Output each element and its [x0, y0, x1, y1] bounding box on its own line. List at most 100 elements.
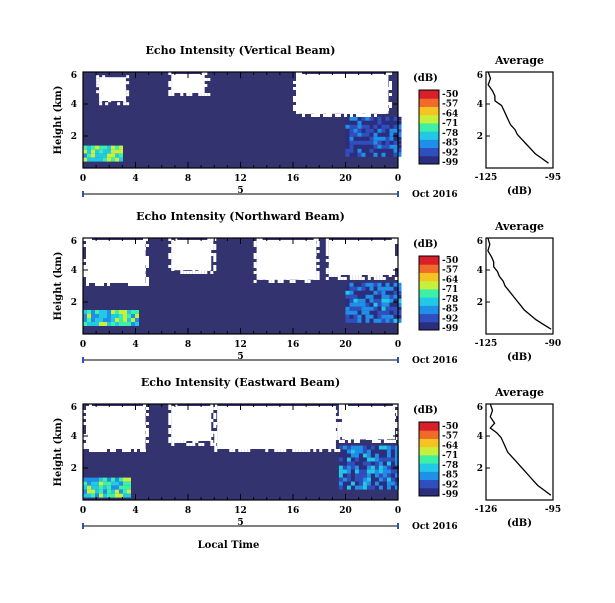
date-label: Oct 2016 [412, 522, 458, 532]
colorbar-segment [419, 321, 439, 331]
y-tick-label: 4 [71, 266, 77, 276]
colorbar-segment [419, 463, 439, 472]
no-data-region [83, 404, 149, 452]
panel-title: Echo Intensity (Eastward Beam) [141, 376, 340, 389]
y-tick-label: 4 [71, 432, 77, 442]
profile-y-tick-label: 6 [477, 71, 483, 81]
colorbar-unit: (dB) [413, 73, 438, 84]
colorbar-tick-label: -71 [442, 285, 458, 295]
x-tick-label: 0 [395, 174, 401, 184]
profile-title: Average [494, 386, 544, 399]
profile-x-tick-label: -95 [545, 505, 561, 515]
heatmap-2 [83, 238, 402, 334]
colorbar-segment [419, 280, 439, 290]
strong-echo-region [338, 445, 399, 490]
x-tick-label: 16 [287, 340, 300, 350]
profile-title: Average [494, 54, 544, 67]
profile-title: Average [494, 220, 544, 233]
profile-x-tick-label: -125 [475, 339, 498, 349]
colorbar-tick-label: -92 [442, 148, 458, 158]
colorbar-tick-label: -99 [442, 490, 458, 500]
profile-y-tick-label: 4 [477, 100, 483, 110]
colorbar: -50-57-64-71-78-85-92-99 [418, 89, 458, 168]
y-tick-label: 2 [71, 298, 77, 308]
heatmap-1 [83, 72, 402, 168]
average-profile-2: Average 6 4 2 -125 -90 (dB) [475, 220, 561, 363]
colorbar-tick-label: -57 [442, 432, 458, 442]
strong-echo-region [83, 145, 123, 162]
no-data-region [253, 238, 320, 283]
profile-y-tick-label: 6 [477, 237, 483, 247]
colorbar-segment [419, 264, 439, 273]
panel-title: Echo Intensity (Northward Beam) [136, 210, 345, 223]
x-tick-label: 0 [80, 174, 86, 184]
profile-y-tick-label: 2 [477, 464, 483, 474]
average-profile-3: Average 6 4 2 -126 -95 (dB) [475, 386, 561, 529]
colorbar-tick-label: -50 [442, 256, 458, 266]
no-data-region [293, 72, 392, 117]
colorbar-segment [419, 446, 439, 456]
x-tick-label: 4 [132, 174, 138, 184]
colorbar-segment [419, 471, 439, 481]
colorbar-segment [419, 297, 439, 306]
x-tick-label: 20 [339, 506, 352, 516]
colorbar: -50-57-64-71-78-85-92-99 [418, 255, 458, 334]
panel-3: Echo Intensity (Eastward Beam) 0 4 8 12 16 20 0… [53, 376, 561, 532]
colorbar-segment [419, 305, 439, 315]
colorbar-segment [419, 256, 439, 265]
profile-line [487, 237, 552, 330]
profile-line [489, 403, 552, 496]
y-tick-label: 2 [71, 132, 77, 142]
x-tick-label: 8 [185, 506, 191, 516]
x-tick-label: 0 [80, 340, 86, 350]
x-tick-label: 8 [185, 174, 191, 184]
y-tick-label: 6 [71, 71, 77, 81]
panel-title: Echo Intensity (Vertical Beam) [145, 44, 335, 57]
profile-y-tick-label: 2 [477, 132, 483, 142]
colorbar-segment [419, 487, 439, 497]
y-axis-label: Height (km) [53, 418, 64, 487]
colorbar-tick-label: -64 [442, 441, 458, 451]
strong-echo-region [83, 310, 139, 326]
strong-echo-region [83, 477, 131, 498]
panel-1: Echo Intensity (Vertical Beam) 0 4 8 12 16 20 0… [53, 44, 561, 200]
y-axis-label: Height (km) [53, 252, 64, 321]
colorbar-tick-label: -92 [442, 314, 458, 324]
date-sub-tick: 5 [237, 352, 243, 362]
colorbar-segment [419, 454, 439, 464]
x-tick-label: 8 [185, 340, 191, 350]
colorbar-frame [418, 421, 440, 497]
colorbar-segment [419, 430, 439, 439]
colorbar-segment [419, 422, 439, 431]
colorbar-tick-label: -71 [442, 119, 458, 129]
colorbar-tick-label: -57 [442, 100, 458, 110]
colorbar-tick-label: -85 [442, 471, 458, 481]
profile-frame [485, 237, 554, 335]
x-tick-label: 4 [132, 340, 138, 350]
colorbar-segment [419, 272, 439, 282]
date-label: Oct 2016 [412, 356, 458, 366]
no-data-region [168, 404, 217, 446]
profile-x-tick-label: -90 [545, 339, 561, 349]
colorbar-tick-label: -78 [442, 129, 458, 139]
no-data-region [214, 404, 341, 452]
colorbar-tick-label: -78 [442, 295, 458, 305]
colorbar-segment [419, 147, 439, 157]
profile-x-tick-label: -95 [545, 173, 561, 183]
colorbar-unit: (dB) [413, 239, 438, 250]
colorbar-tick-label: -71 [442, 451, 458, 461]
colorbar-segment [419, 139, 439, 149]
x-tick-label: 0 [80, 506, 86, 516]
x-tick-label: 20 [339, 174, 352, 184]
colorbar-segment [419, 131, 439, 140]
no-data-region [168, 72, 211, 96]
no-data-region [168, 238, 217, 274]
x-tick-label: 16 [287, 174, 300, 184]
colorbar-segment [419, 98, 439, 107]
profile-y-tick-label: 2 [477, 298, 483, 308]
colorbar-tick-label: -78 [442, 461, 458, 471]
colorbar: -50-57-64-71-78-85-92-99 [418, 421, 458, 500]
colorbar-segment [419, 114, 439, 124]
y-tick-label: 4 [71, 100, 77, 110]
